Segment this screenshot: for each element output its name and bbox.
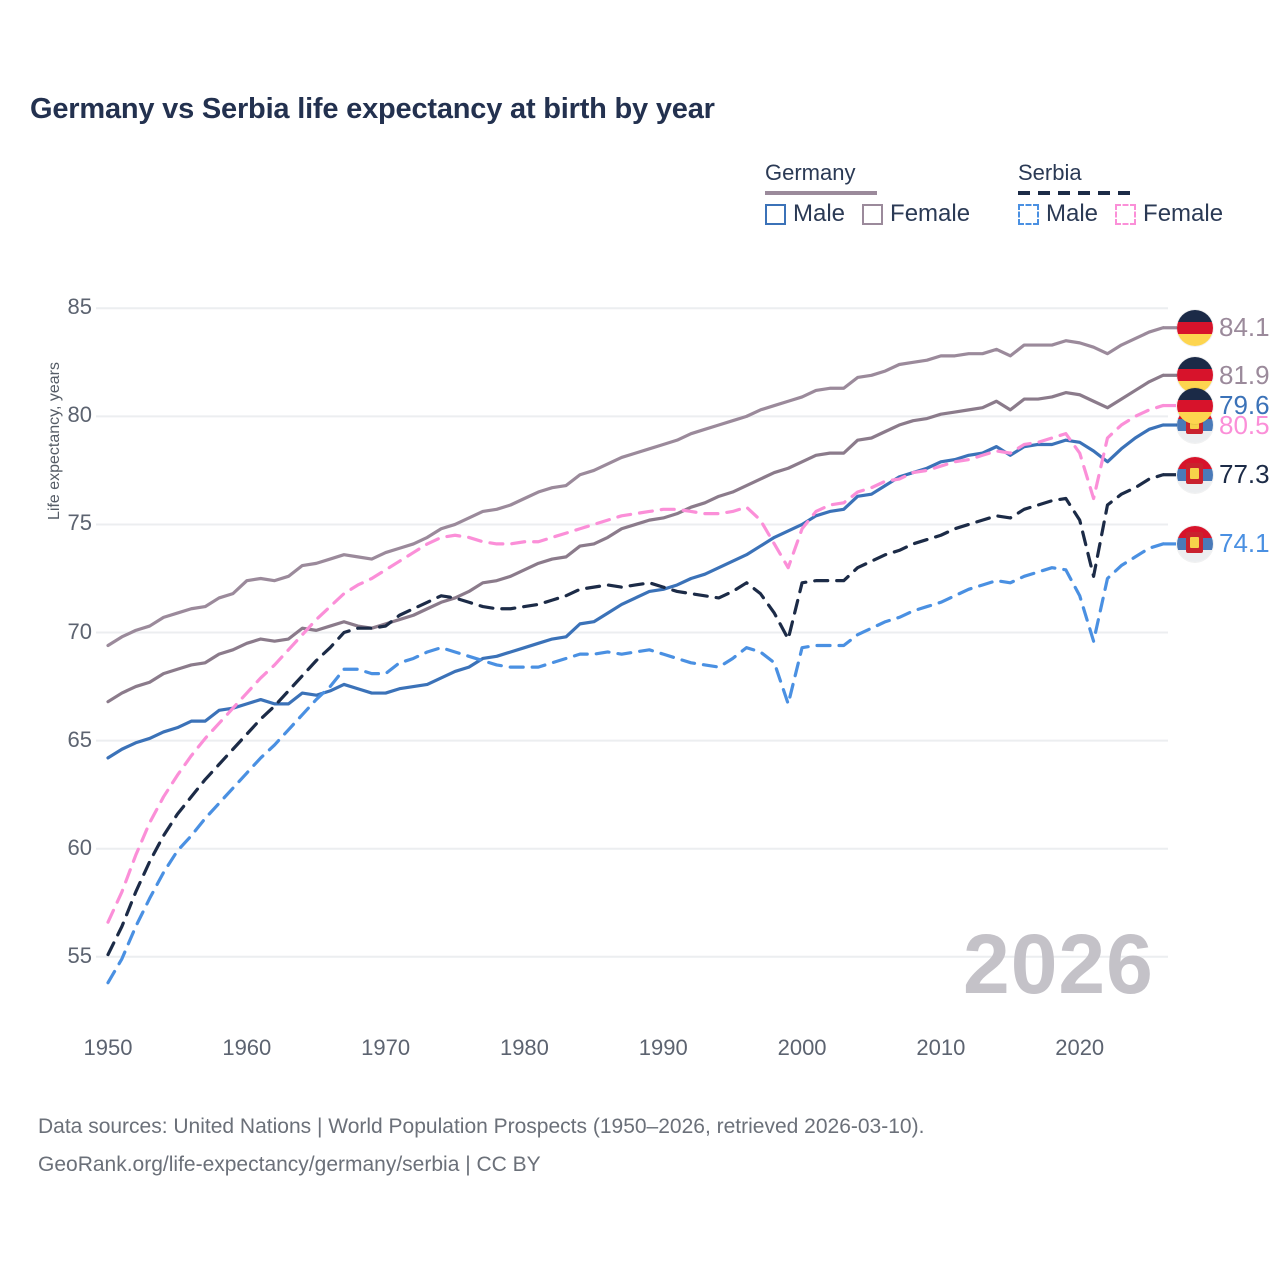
legend-group-germany: Germany [765,160,877,195]
series-line-germany-male [106,423,1165,760]
legend-label-germany-female: Female [890,200,971,227]
y-tick-55: 55 [67,942,92,968]
serbia-flag-icon [1177,456,1213,493]
legend-item-serbia-male[interactable]: Male [1018,200,1098,228]
x-tick-1950: 1950 [83,1035,133,1060]
legend-item-serbia-female[interactable]: Female [1115,200,1223,228]
x-tick-1960: 1960 [222,1035,272,1060]
end-label-germany-total: 81.9 [1177,357,1270,394]
end-value-serbia-total: 77.3 [1219,459,1270,490]
x-tick-1990: 1990 [638,1035,688,1060]
legend-items-serbia: Male Female [1018,200,1223,228]
legend-swatch-serbia-female [1115,203,1137,225]
serbia-flag-icon [1177,525,1213,562]
x-tick-2020: 2020 [1055,1035,1105,1060]
series-line-serbia-male [106,542,1165,985]
end-label-germany-male: 79.6 [1177,387,1270,424]
footer-sources: Data sources: United Nations | World Pop… [38,1115,925,1138]
y-tick-70: 70 [67,618,92,644]
end-label-serbia-total: 77.3 [1177,456,1270,493]
legend-swatch-germany-male [765,203,786,225]
series-line-serbia-total [106,473,1165,957]
end-value-serbia-male: 74.1 [1219,528,1270,559]
legend-rule-serbia [1018,191,1130,195]
end-label-germany-female: 84.1 [1177,309,1270,346]
legend-label-serbia-male: Male [1046,200,1099,227]
legend-swatch-germany-female [862,203,884,225]
legend-label-germany-male: Male [793,200,846,227]
legend-rule-germany [765,191,877,195]
germany-flag-icon [1177,387,1213,424]
end-value-germany-male: 79.6 [1219,390,1270,421]
end-label-serbia-male: 74.1 [1177,525,1270,562]
series-line-germany-total [106,373,1165,704]
end-value-germany-total: 81.9 [1219,359,1270,390]
end-value-germany-female: 84.1 [1219,312,1270,343]
y-tick-65: 65 [67,726,92,752]
legend-item-germany-male[interactable]: Male [765,200,845,228]
y-axis-title: Life expectancy, years [46,361,63,520]
legend-country-serbia: Serbia [1018,160,1082,185]
chart-legend: Germany Serbia Male Female Male [760,160,1260,240]
series-line-germany-female [106,326,1165,648]
footer: Data sources: United Nations | World Pop… [38,1108,924,1184]
series-line-serbia-female [106,403,1165,924]
legend-country-germany: Germany [765,160,856,185]
legend-swatch-serbia-male [1018,203,1039,225]
footer-attribution: GeoRank.org/life-expectancy/germany/serb… [38,1153,541,1176]
legend-label-serbia-female: Female [1143,200,1224,227]
legend-group-serbia: Serbia [1018,160,1130,195]
x-tick-2000: 2000 [777,1035,827,1060]
y-tick-75: 75 [67,510,92,536]
end-value-serbia-female: 80.5 [1219,409,1270,440]
year-watermark: 2026 [963,917,1154,1011]
legend-items-germany: Male Female [765,200,970,228]
x-tick-2010: 2010 [916,1035,966,1060]
x-tick-1970: 1970 [361,1035,411,1060]
germany-flag-icon [1177,309,1213,346]
legend-item-germany-female[interactable]: Female [862,200,970,228]
y-tick-85: 85 [67,294,92,320]
page-title: Germany vs Serbia life expectancy at bir… [30,93,715,125]
y-tick-60: 60 [67,834,92,860]
x-tick-1980: 1980 [499,1035,549,1060]
y-tick-80: 80 [67,402,92,428]
